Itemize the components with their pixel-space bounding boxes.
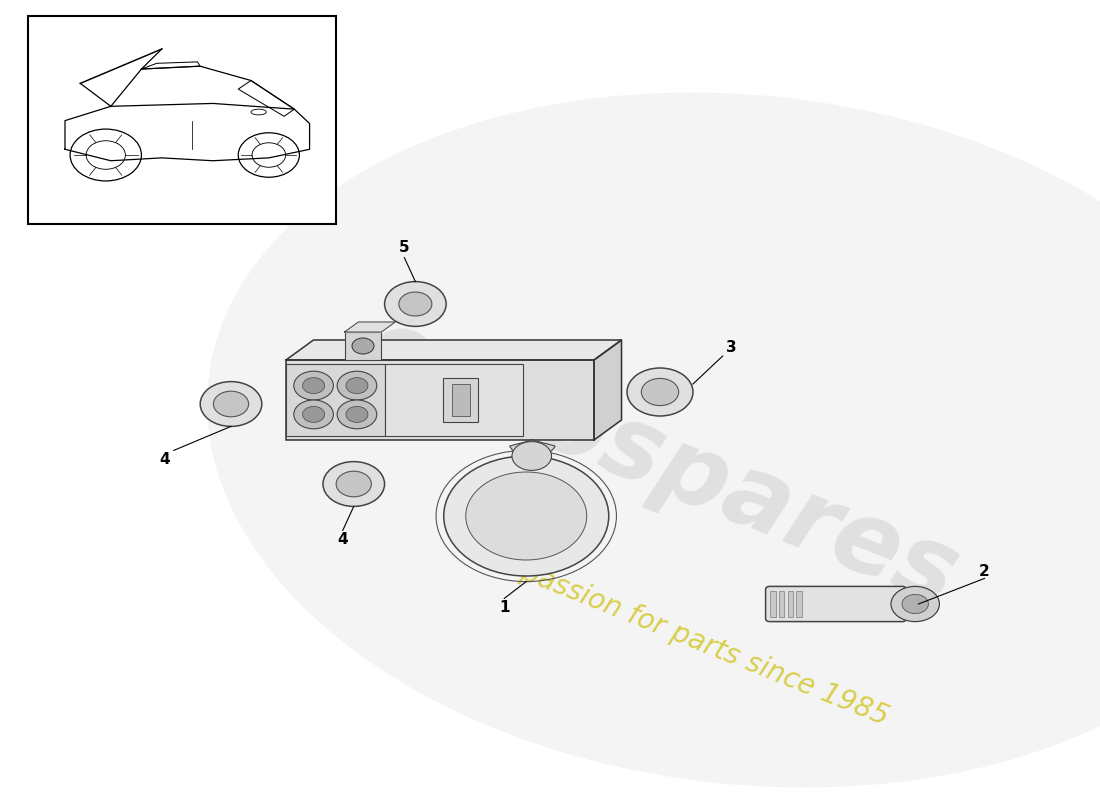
- Text: 4: 4: [160, 453, 170, 467]
- Circle shape: [443, 456, 608, 576]
- Circle shape: [323, 462, 385, 506]
- Circle shape: [302, 406, 324, 422]
- Bar: [452, 384, 470, 416]
- Bar: [385, 364, 524, 436]
- Text: eurospares: eurospares: [349, 301, 971, 627]
- Text: 1: 1: [499, 601, 509, 615]
- Circle shape: [200, 382, 262, 426]
- Text: 3: 3: [726, 341, 737, 355]
- Circle shape: [294, 400, 333, 429]
- Circle shape: [385, 282, 447, 326]
- Wedge shape: [509, 440, 556, 458]
- Circle shape: [399, 292, 432, 316]
- Circle shape: [512, 442, 551, 470]
- Text: 2: 2: [979, 565, 990, 579]
- Polygon shape: [594, 340, 621, 440]
- Bar: [286, 364, 385, 436]
- Circle shape: [346, 406, 368, 422]
- Circle shape: [294, 371, 333, 400]
- Circle shape: [346, 378, 368, 394]
- Circle shape: [891, 586, 939, 622]
- Circle shape: [352, 338, 374, 354]
- Bar: [770, 591, 776, 617]
- Text: a passion for parts since 1985: a passion for parts since 1985: [493, 549, 893, 731]
- Circle shape: [302, 378, 324, 394]
- Circle shape: [338, 400, 377, 429]
- Circle shape: [902, 594, 928, 614]
- Polygon shape: [344, 322, 395, 332]
- Circle shape: [627, 368, 693, 416]
- Bar: [796, 591, 802, 617]
- Circle shape: [337, 471, 372, 497]
- Bar: [286, 360, 594, 440]
- Circle shape: [641, 378, 679, 406]
- Bar: [779, 591, 784, 617]
- Circle shape: [465, 472, 586, 560]
- Text: 4: 4: [338, 533, 348, 547]
- Bar: [443, 378, 478, 422]
- Bar: [344, 332, 382, 360]
- Text: 5: 5: [399, 241, 409, 255]
- Circle shape: [338, 371, 377, 400]
- Polygon shape: [286, 340, 622, 360]
- Bar: [788, 591, 793, 617]
- FancyBboxPatch shape: [766, 586, 906, 622]
- Circle shape: [213, 391, 249, 417]
- Bar: [28, 16, 335, 224]
- Ellipse shape: [207, 93, 1100, 787]
